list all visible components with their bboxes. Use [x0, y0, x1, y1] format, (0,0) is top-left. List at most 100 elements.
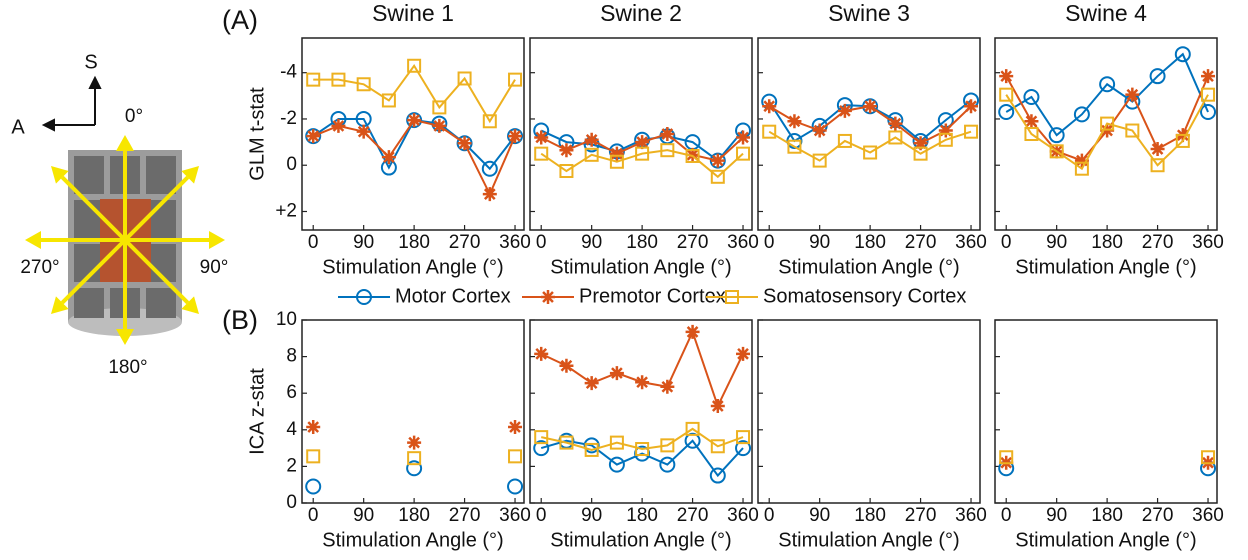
marker: [1200, 104, 1217, 121]
marker: [1150, 142, 1165, 157]
marker: [938, 123, 953, 138]
marker: [508, 129, 523, 144]
y-tick-label: 6: [286, 382, 297, 403]
marker: [331, 118, 346, 133]
marker: [306, 449, 321, 464]
x-tick-label: 0: [308, 505, 319, 526]
marker: [507, 478, 524, 495]
marker: [1073, 106, 1090, 123]
marker: [999, 87, 1014, 102]
chart-panel: Stimulation Angle (°)0 90 180 270 360: [757, 319, 987, 551]
series-line: [768, 130, 972, 162]
marker: [964, 99, 979, 114]
x-tick-label: 270: [905, 232, 937, 253]
marker: [1174, 46, 1191, 63]
plot-frame: [529, 319, 753, 504]
x-axis-label: Stimulation Angle (°): [1015, 256, 1196, 278]
arrow-head: [25, 231, 41, 249]
chart-title: Swine 3: [828, 0, 910, 26]
x-tick-label: 360: [499, 505, 531, 526]
marker: [660, 143, 675, 158]
x-tick-label: 90: [581, 232, 602, 253]
angle-label: 0°: [125, 106, 143, 127]
marker: [306, 129, 321, 144]
chart-title: Swine 1: [372, 0, 454, 26]
x-tick-label: 90: [353, 505, 374, 526]
marker: [635, 375, 650, 390]
orientation-axes: [41, 75, 102, 132]
x-tick-label: 180: [398, 505, 430, 526]
marker: [1150, 158, 1165, 173]
y-tick-label: 0: [286, 492, 297, 513]
marker: [1049, 144, 1064, 159]
arrow-shaft: [60, 175, 127, 242]
x-tick-label: 360: [499, 232, 531, 253]
marker: [559, 358, 574, 373]
marker: [608, 456, 625, 473]
marker: [1125, 123, 1140, 138]
x-tick-label: 270: [677, 505, 709, 526]
x-tick-label: 180: [398, 232, 430, 253]
x-axis-label: Stimulation Angle (°): [778, 256, 959, 278]
marker: [457, 136, 472, 151]
y-tick-label: -2: [280, 108, 297, 129]
marker: [684, 432, 701, 449]
x-tick-label: 180: [626, 232, 658, 253]
marker: [685, 148, 700, 163]
marker: [1024, 127, 1039, 141]
y-tick-label: 0: [286, 154, 297, 175]
x-axis-label: Stimulation Angle (°): [322, 529, 503, 551]
marker: [534, 430, 549, 445]
x-tick-label: 270: [449, 232, 481, 253]
series-line: [1005, 52, 1209, 137]
axis-letter: A: [11, 116, 25, 138]
marker: [1023, 88, 1040, 105]
marker: [1201, 69, 1216, 84]
x-tick-label: 360: [1192, 505, 1224, 526]
marker: [1024, 114, 1039, 129]
x-axis-label: Stimulation Angle (°): [550, 529, 731, 551]
arrow-head: [51, 296, 69, 314]
x-tick-label: 270: [1142, 505, 1174, 526]
marker: [305, 478, 322, 495]
marker: [635, 135, 650, 150]
legend-label: Somatosensory Cortex: [763, 285, 966, 307]
marker: [432, 118, 447, 133]
marker: [635, 146, 650, 161]
legend-marker: [725, 290, 739, 304]
x-tick-label: 90: [1046, 505, 1067, 526]
axis-letter: S: [84, 51, 97, 73]
marker: [1201, 87, 1216, 102]
plot-frame: [301, 37, 525, 231]
marker: [356, 77, 371, 92]
stimulation-arrows: [25, 135, 225, 345]
x-tick-label: 180: [854, 505, 886, 526]
x-tick-label: 270: [1142, 232, 1174, 253]
marker: [736, 130, 751, 145]
marker: [407, 451, 422, 466]
x-tick-label: 180: [1091, 505, 1123, 526]
x-tick-label: 90: [353, 232, 374, 253]
plot-frame: [994, 319, 1218, 504]
marker: [534, 346, 549, 361]
x-tick-label: 0: [308, 232, 319, 253]
marker: [998, 104, 1015, 121]
x-axis-label: Stimulation Angle (°): [1015, 529, 1196, 551]
chart-panel: Swine 4 Stimulation Angle (°)0 90 180 270 360: [994, 0, 1224, 278]
arrow-head: [209, 231, 225, 249]
x-tick-label: 0: [1001, 505, 1012, 526]
marker: [812, 123, 827, 138]
x-tick-label: 360: [727, 505, 759, 526]
marker: [584, 376, 599, 391]
y-tick-label: 2: [286, 455, 297, 476]
marker: [736, 146, 751, 161]
legend-label: Premotor Cortex: [579, 285, 726, 307]
x-tick-label: 90: [581, 505, 602, 526]
marker: [710, 439, 725, 454]
marker: [609, 366, 624, 381]
marker: [999, 69, 1014, 84]
x-tick-label: 270: [905, 505, 937, 526]
marker: [736, 346, 751, 361]
marker: [482, 114, 497, 129]
x-tick-label: 0: [1001, 232, 1012, 253]
